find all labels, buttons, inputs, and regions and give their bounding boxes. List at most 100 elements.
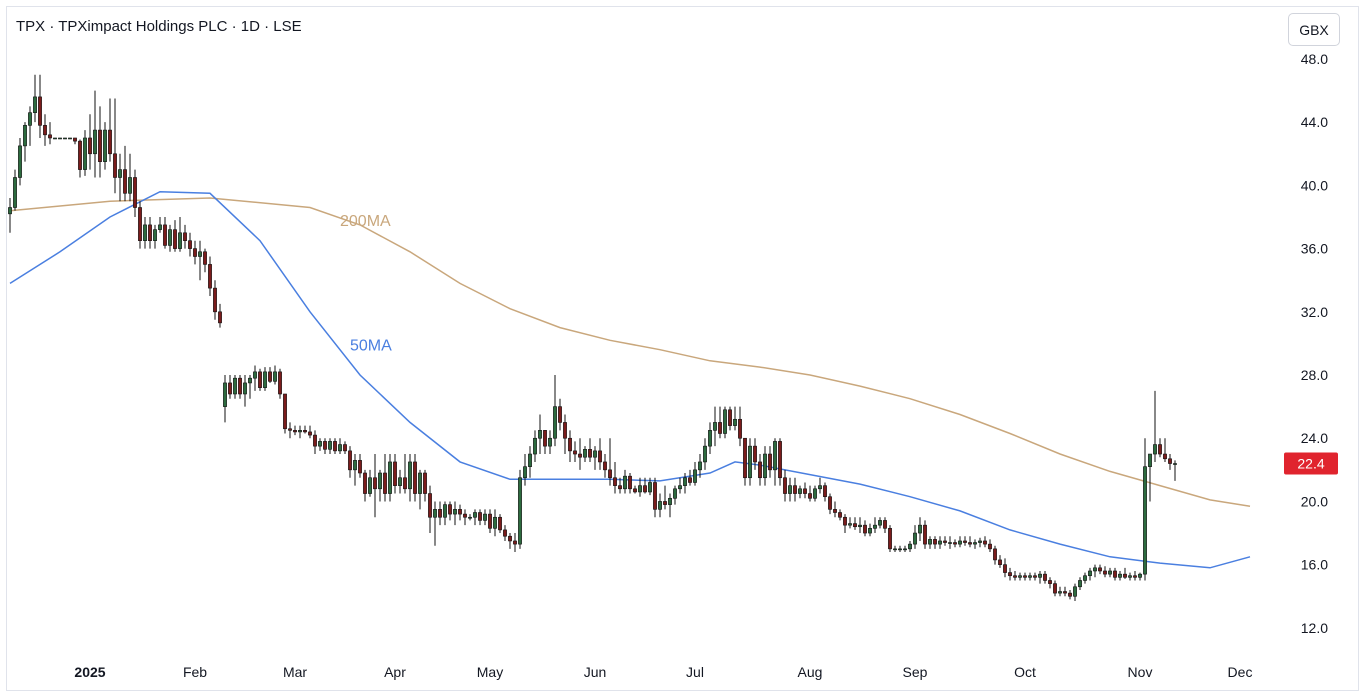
candle-body [618, 485, 622, 490]
candle [918, 517, 922, 541]
candle-body [1103, 570, 1107, 575]
candle [408, 454, 412, 502]
candle-body [698, 461, 702, 471]
candle-body [983, 540, 987, 545]
x-tick-label: Feb [183, 664, 207, 680]
candle [98, 106, 102, 178]
candle-body [968, 542, 972, 545]
candle-body [103, 129, 107, 162]
candle [718, 406, 722, 439]
candle-body [653, 482, 657, 510]
candle [623, 469, 627, 494]
candle [78, 139, 82, 178]
candle [803, 482, 807, 499]
y-tick-label: 12.0 [1301, 620, 1328, 636]
candle [288, 422, 292, 439]
currency-button[interactable]: GBX [1288, 13, 1340, 46]
candle [568, 430, 572, 462]
candle [493, 509, 497, 537]
candle [448, 501, 452, 521]
candle [1108, 567, 1112, 578]
candle [173, 220, 177, 252]
candle [293, 425, 297, 436]
x-tick-label: Oct [1014, 664, 1036, 680]
ma-label-50ma: 50MA [350, 337, 392, 354]
candle [1118, 570, 1122, 581]
candle-body [443, 504, 447, 518]
candle-body [538, 430, 542, 439]
candle [988, 539, 992, 553]
candle [818, 477, 822, 494]
candle-body [783, 477, 787, 494]
candle [373, 454, 377, 518]
candle [573, 441, 577, 462]
candle-body [338, 444, 342, 452]
x-tick-label: Nov [1128, 664, 1153, 680]
candle-body [113, 153, 117, 178]
candle [1038, 570, 1042, 584]
candle [453, 501, 457, 526]
candle [128, 153, 132, 202]
candle [348, 446, 352, 478]
candle [178, 216, 182, 252]
candle-body [473, 512, 477, 518]
candle [418, 469, 422, 510]
candle [668, 493, 672, 518]
candle [868, 523, 872, 537]
candle-body [793, 485, 797, 494]
candle-body [453, 509, 457, 515]
candle [18, 137, 22, 186]
candle [863, 520, 867, 537]
candle-body [468, 516, 472, 519]
candle [58, 137, 62, 140]
candle [543, 430, 547, 455]
y-tick-label: 36.0 [1301, 241, 1328, 257]
candle-body [8, 207, 12, 215]
candle [53, 137, 57, 140]
candle-body [988, 543, 992, 550]
candle-body [743, 437, 747, 479]
candle [683, 473, 687, 494]
candle-body [803, 488, 807, 494]
candle [1153, 390, 1157, 462]
candle [703, 438, 707, 470]
candle [888, 525, 892, 553]
candle-body [413, 461, 417, 494]
candle [1063, 586, 1067, 597]
candle-body [378, 472, 382, 490]
x-axis: 2025 Feb Mar Apr May Jun Jul Aug Sep Oct Nov Dec [74, 664, 1252, 680]
candle-body [603, 461, 607, 471]
candle-body [943, 540, 947, 543]
candle-body [723, 409, 727, 434]
candle-body [98, 129, 102, 162]
candle-body [1088, 570, 1092, 577]
ma-line-50ma [9, 190, 1251, 569]
candle-body [78, 140, 82, 170]
candle [193, 240, 197, 265]
candle [23, 122, 27, 162]
candle-body [788, 485, 792, 494]
candle-body [58, 137, 62, 140]
candle-body [73, 137, 77, 142]
candle [463, 509, 467, 526]
candle [483, 509, 487, 526]
candle [978, 537, 982, 548]
ma-label-200ma: 200MA [340, 213, 391, 230]
ma-line-200ma [9, 197, 1251, 507]
candle-body [818, 485, 822, 490]
candle-body [418, 472, 422, 494]
candle-body [1003, 564, 1007, 573]
candles [8, 74, 1177, 602]
last-price-tag-bg [1284, 452, 1338, 475]
candle-body [998, 559, 1002, 565]
candle [213, 280, 217, 320]
candle [103, 122, 107, 170]
candle-body [48, 134, 52, 139]
candle [48, 122, 52, 145]
candle-body [568, 437, 572, 452]
candle-body [153, 229, 157, 241]
candle-body [438, 509, 442, 518]
candle [693, 461, 697, 486]
candle [328, 438, 332, 455]
